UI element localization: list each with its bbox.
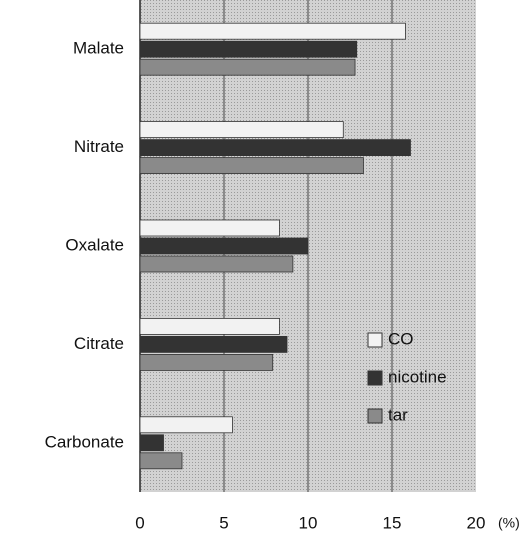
legend-swatch	[367, 408, 383, 424]
y-tick-label: Nitrate	[74, 137, 124, 156]
bar	[139, 22, 406, 40]
x-axis-label: (%)	[498, 515, 520, 531]
legend-label: CO	[388, 329, 414, 348]
bar	[139, 353, 274, 371]
y-tick-label: Oxalate	[65, 235, 124, 254]
bar	[139, 317, 280, 335]
x-tick-label: 0	[135, 513, 144, 532]
legend-swatch	[367, 370, 383, 386]
legend-label: nicotine	[388, 367, 447, 386]
x-tick-label: 5	[219, 513, 228, 532]
x-tick-label: 10	[299, 513, 318, 532]
bar	[139, 434, 164, 452]
bar	[139, 416, 233, 434]
bar	[139, 255, 294, 273]
bar	[139, 121, 344, 138]
y-tick-label: Malate	[73, 39, 124, 58]
bar	[139, 237, 309, 255]
bar	[139, 335, 288, 353]
bar	[139, 58, 356, 76]
legend-swatch	[367, 332, 383, 348]
x-tick-label: 20	[467, 513, 486, 532]
x-tick-label: 15	[383, 513, 402, 532]
y-tick-label: Carbonate	[45, 432, 124, 451]
bar	[139, 139, 411, 157]
legend-label: tar	[388, 405, 408, 424]
bar	[139, 452, 183, 470]
bar	[139, 157, 364, 175]
bar	[139, 40, 358, 58]
y-tick-label: Citrate	[74, 334, 124, 353]
bar	[139, 219, 280, 237]
